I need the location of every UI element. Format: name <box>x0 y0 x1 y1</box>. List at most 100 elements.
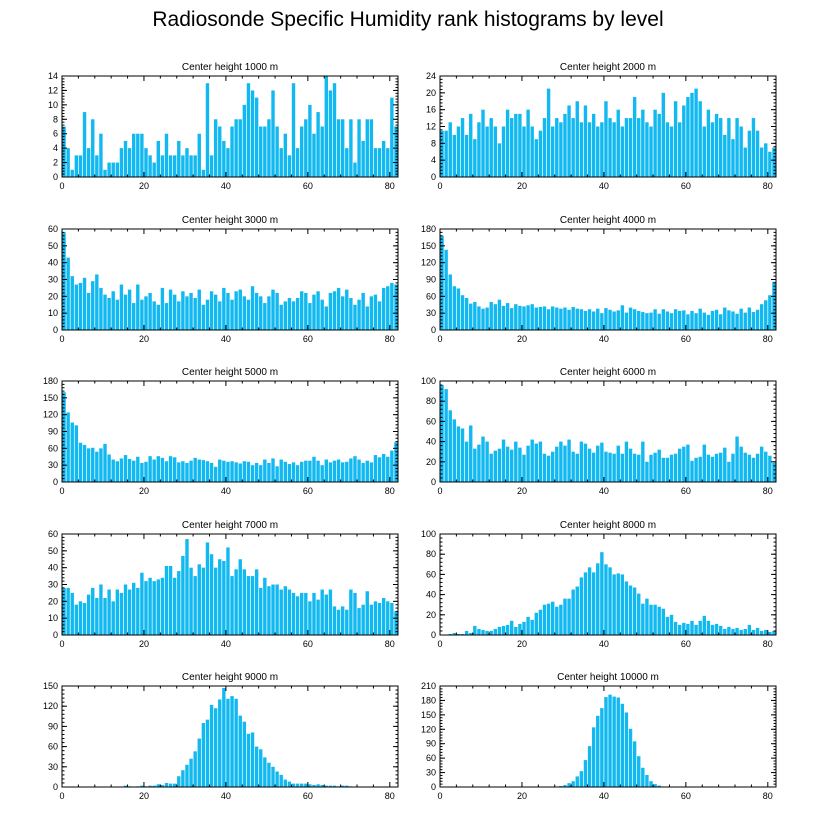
bar <box>501 439 506 482</box>
bar <box>727 310 731 330</box>
y-tick-label: 30 <box>48 580 58 590</box>
bar <box>267 586 271 635</box>
y-tick-label: 30 <box>48 275 58 285</box>
y-tick-label: 4 <box>53 143 58 153</box>
bar <box>140 785 144 787</box>
bar <box>596 563 600 635</box>
bar <box>291 592 296 635</box>
bar <box>747 454 752 482</box>
y-tick-label: 16 <box>426 105 436 115</box>
bar <box>226 292 230 330</box>
bar <box>764 451 768 482</box>
bar <box>91 447 95 482</box>
bar <box>340 119 345 177</box>
bar <box>148 577 152 635</box>
bar <box>349 298 353 330</box>
y-tick-label: 20 <box>426 457 436 467</box>
bar <box>493 450 498 482</box>
bar <box>694 624 698 635</box>
bar <box>743 452 747 482</box>
bar <box>295 298 300 330</box>
bar <box>596 715 600 787</box>
bar <box>271 766 275 787</box>
bar <box>275 126 279 177</box>
bar <box>66 587 70 635</box>
bar <box>612 453 616 482</box>
bar <box>115 162 120 177</box>
bar <box>291 83 296 177</box>
bar <box>604 451 608 482</box>
bar <box>242 461 247 482</box>
bar <box>542 604 547 635</box>
y-tick-label: 20 <box>426 610 436 620</box>
bar <box>624 441 629 482</box>
bar-series <box>448 552 776 635</box>
bar <box>530 619 534 635</box>
bar <box>332 606 337 635</box>
bar <box>448 274 452 330</box>
bar <box>320 299 324 330</box>
bar <box>320 465 324 482</box>
bar <box>571 306 575 330</box>
bar <box>522 454 526 482</box>
bar <box>575 453 579 482</box>
bar <box>444 389 448 482</box>
y-tick-label: 24 <box>426 71 436 81</box>
bar <box>759 630 764 635</box>
bar <box>279 589 283 635</box>
bar <box>119 284 124 330</box>
bar <box>209 462 214 482</box>
bar <box>698 620 702 635</box>
bar <box>571 118 575 177</box>
bar <box>238 119 242 177</box>
bar <box>193 155 197 177</box>
bar <box>283 779 288 787</box>
bar <box>127 458 132 482</box>
y-tick-label: 14 <box>48 71 58 81</box>
bar <box>456 633 461 635</box>
bar <box>103 597 107 635</box>
bar <box>473 301 477 330</box>
bar <box>755 627 760 635</box>
bar <box>657 113 661 177</box>
bar <box>518 305 522 330</box>
bar <box>218 126 222 177</box>
bar <box>727 461 731 482</box>
bar <box>259 126 263 177</box>
bar <box>287 589 292 635</box>
bar <box>444 249 448 330</box>
bar <box>103 443 107 482</box>
bar <box>205 299 210 330</box>
bar-series <box>62 392 398 482</box>
bar <box>727 118 731 177</box>
bar-series <box>62 232 398 330</box>
bar <box>620 703 625 787</box>
bar <box>152 459 156 482</box>
bar-series <box>123 688 353 787</box>
bar <box>747 307 752 330</box>
x-tick-label: 20 <box>517 181 527 191</box>
bar-series <box>62 539 398 635</box>
bar <box>345 609 349 635</box>
bar <box>526 109 530 177</box>
y-tick-label: 60 <box>48 529 58 539</box>
bar <box>772 147 776 177</box>
x-tick-label: 40 <box>221 639 231 649</box>
bar <box>78 601 83 635</box>
bar <box>365 306 369 330</box>
y-tick-label: 90 <box>426 739 436 749</box>
x-tick-label: 40 <box>221 486 231 496</box>
bar <box>456 426 461 482</box>
bar <box>632 587 637 635</box>
bar <box>218 301 222 330</box>
bar <box>115 461 120 482</box>
bar <box>201 304 206 330</box>
x-tick-label: 20 <box>517 334 527 344</box>
bar <box>686 314 690 330</box>
panel-title: Center height 9000 m <box>182 672 278 683</box>
bar <box>328 589 333 635</box>
bar <box>571 451 575 482</box>
bar <box>226 461 230 482</box>
bar <box>485 630 489 635</box>
bar <box>669 454 674 482</box>
